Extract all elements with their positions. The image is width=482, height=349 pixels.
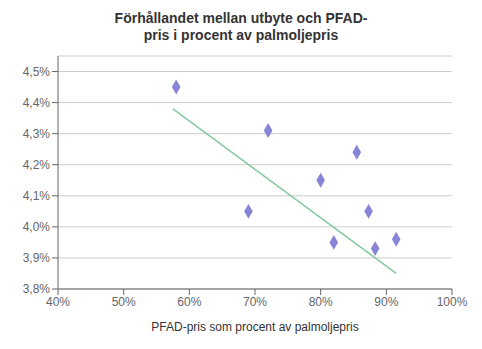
svg-text:4,4%: 4,4% <box>23 96 51 110</box>
svg-text:3,9%: 3,9% <box>23 251 51 265</box>
svg-text:100%: 100% <box>437 295 468 309</box>
html-text:pris i procent av palmoljepris: pris i procent av palmoljepris <box>143 27 339 43</box>
svg-text:60%: 60% <box>177 295 201 309</box>
svg-text:70%: 70% <box>243 295 267 309</box>
svg-text:4,0%: 4,0% <box>23 220 51 234</box>
svg-text:4,5%: 4,5% <box>23 65 51 79</box>
svg-text:90%: 90% <box>374 295 398 309</box>
svg-text:3,8%: 3,8% <box>23 282 51 296</box>
svg-text:40%: 40% <box>46 295 70 309</box>
svg-text:50%: 50% <box>112 295 136 309</box>
html-text:Förhållandet mellan utbyte och: Förhållandet mellan utbyte och PFAD- <box>114 10 368 26</box>
svg-text:4,2%: 4,2% <box>23 158 51 172</box>
svg-text:4,1%: 4,1% <box>23 189 51 203</box>
svg-text:4,3%: 4,3% <box>23 127 51 141</box>
svg-text:80%: 80% <box>309 295 333 309</box>
svg-text:PFAD-pris som procent av palmo: PFAD-pris som procent av palmoljepris <box>151 320 358 334</box>
